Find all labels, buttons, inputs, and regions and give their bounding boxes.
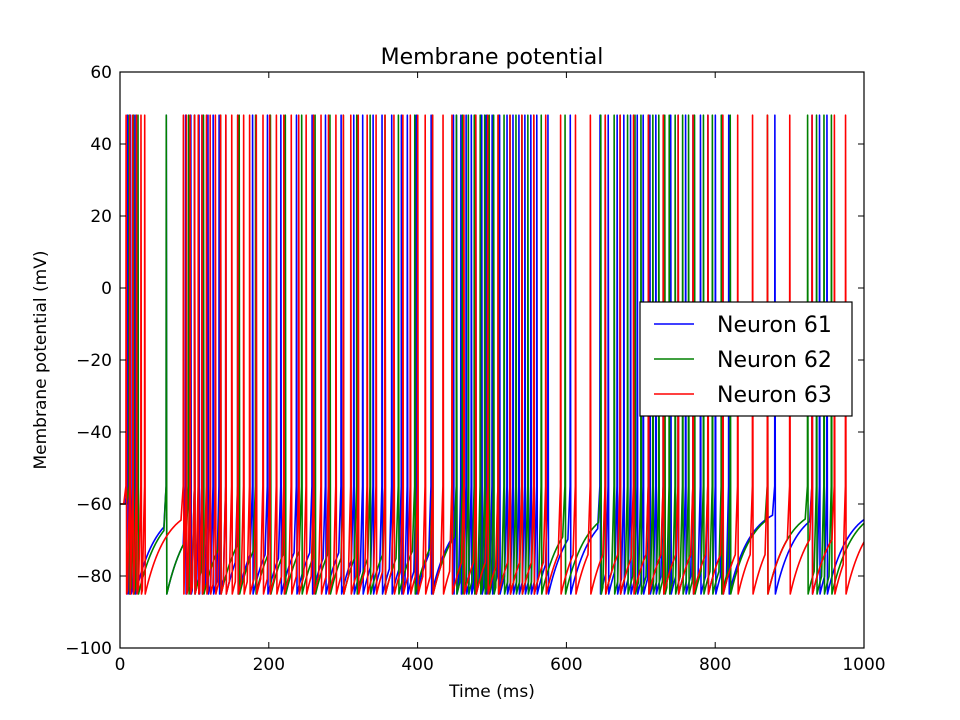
x-axis: 0 200 400 600 800 1000 bbox=[115, 72, 886, 675]
y-tick-label: 20 bbox=[90, 207, 112, 227]
x-tick-label: 600 bbox=[550, 655, 582, 675]
legend-label: Neuron 61 bbox=[717, 313, 832, 338]
x-tick-label: 800 bbox=[699, 655, 731, 675]
y-tick-label: −40 bbox=[76, 423, 112, 443]
legend-label: Neuron 62 bbox=[717, 348, 832, 373]
x-axis-label: Time (ms) bbox=[448, 682, 535, 702]
x-tick-label: 400 bbox=[401, 655, 433, 675]
x-tick-label: 200 bbox=[253, 655, 285, 675]
series-line-neuron-63 bbox=[120, 114, 864, 595]
y-tick-label: −20 bbox=[76, 351, 112, 371]
y-tick-label: −80 bbox=[76, 567, 112, 587]
x-tick-label: 0 bbox=[115, 655, 126, 675]
y-tick-label: 0 bbox=[101, 279, 112, 299]
y-tick-label: 40 bbox=[90, 135, 112, 155]
legend: Neuron 61 Neuron 62 Neuron 63 bbox=[639, 301, 853, 417]
y-axis-label: Membrane potential (mV) bbox=[31, 251, 51, 470]
legend-label: Neuron 63 bbox=[717, 383, 832, 408]
y-tick-label: 60 bbox=[90, 63, 112, 83]
y-axis: 60 40 20 0 −20 −40 −60 −80 −100 bbox=[65, 63, 864, 659]
y-tick-label: −100 bbox=[65, 639, 112, 659]
chart-title: Membrane potential bbox=[381, 45, 604, 70]
y-tick-label: −60 bbox=[76, 495, 112, 515]
series-layer bbox=[120, 114, 864, 595]
x-tick-label: 1000 bbox=[842, 655, 885, 675]
series-line-neuron-61 bbox=[120, 114, 864, 595]
